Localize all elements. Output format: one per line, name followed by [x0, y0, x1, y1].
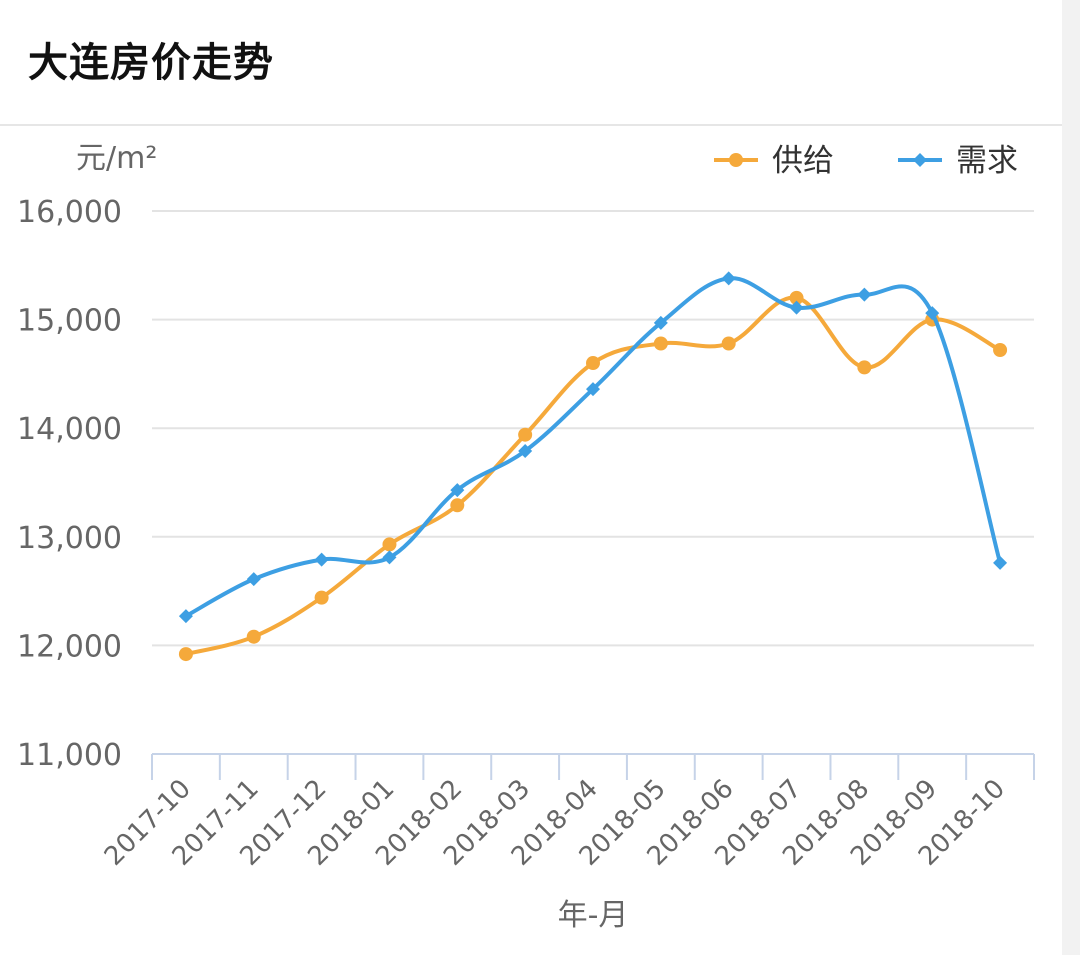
data-point — [925, 306, 940, 321]
data-point — [246, 629, 261, 644]
data-point — [314, 552, 329, 567]
data-point — [518, 444, 533, 459]
data-point — [993, 343, 1008, 358]
data-point — [789, 290, 804, 305]
data-point — [450, 483, 465, 498]
data-point — [178, 609, 193, 624]
legend-marker — [913, 153, 927, 167]
data-point — [382, 537, 397, 552]
page-title: 大连房价走势 — [28, 40, 274, 86]
series-layer — [178, 271, 1008, 662]
y-tick-label: 13,000 — [17, 521, 122, 556]
data-point — [653, 315, 668, 330]
data-point — [857, 287, 872, 302]
data-point — [518, 427, 533, 442]
series-supply — [178, 290, 1008, 662]
legend-item: 需求 — [898, 143, 1018, 179]
x-axis-title: 年-月 — [558, 898, 629, 933]
data-point — [450, 498, 465, 513]
data-point — [586, 356, 600, 371]
y-tick-label: 11,000 — [17, 738, 122, 773]
grid-layer — [152, 210, 1034, 647]
data-point — [653, 336, 668, 351]
data-point — [721, 336, 736, 351]
data-point — [721, 271, 736, 286]
data-point — [789, 300, 804, 315]
legend-marker — [729, 153, 743, 167]
data-point — [586, 382, 600, 397]
y-tick-label: 16,000 — [17, 195, 122, 230]
legend-label: 需求 — [956, 143, 1018, 179]
axis-layer: 11,00012,00013,00014,00015,00016,0002017… — [17, 195, 1035, 872]
data-point — [382, 550, 397, 565]
series-demand — [178, 271, 1008, 624]
y-tick-label: 12,000 — [17, 629, 122, 664]
scroll-edge — [1062, 0, 1080, 955]
title-divider — [0, 124, 1062, 126]
legend: 供给 需求 — [714, 143, 1018, 179]
y-tick-label: 15,000 — [17, 304, 122, 339]
series-line — [183, 295, 1003, 657]
data-point — [246, 572, 261, 587]
y-unit-label: 元/m² — [76, 141, 157, 176]
legend-item: 供给 — [714, 143, 834, 179]
series-line — [183, 276, 1003, 619]
legend-label: 供给 — [772, 143, 834, 179]
data-point — [314, 590, 329, 605]
data-point — [857, 360, 872, 375]
y-tick-label: 14,000 — [17, 412, 122, 447]
data-point — [178, 647, 193, 662]
data-point — [993, 555, 1008, 570]
